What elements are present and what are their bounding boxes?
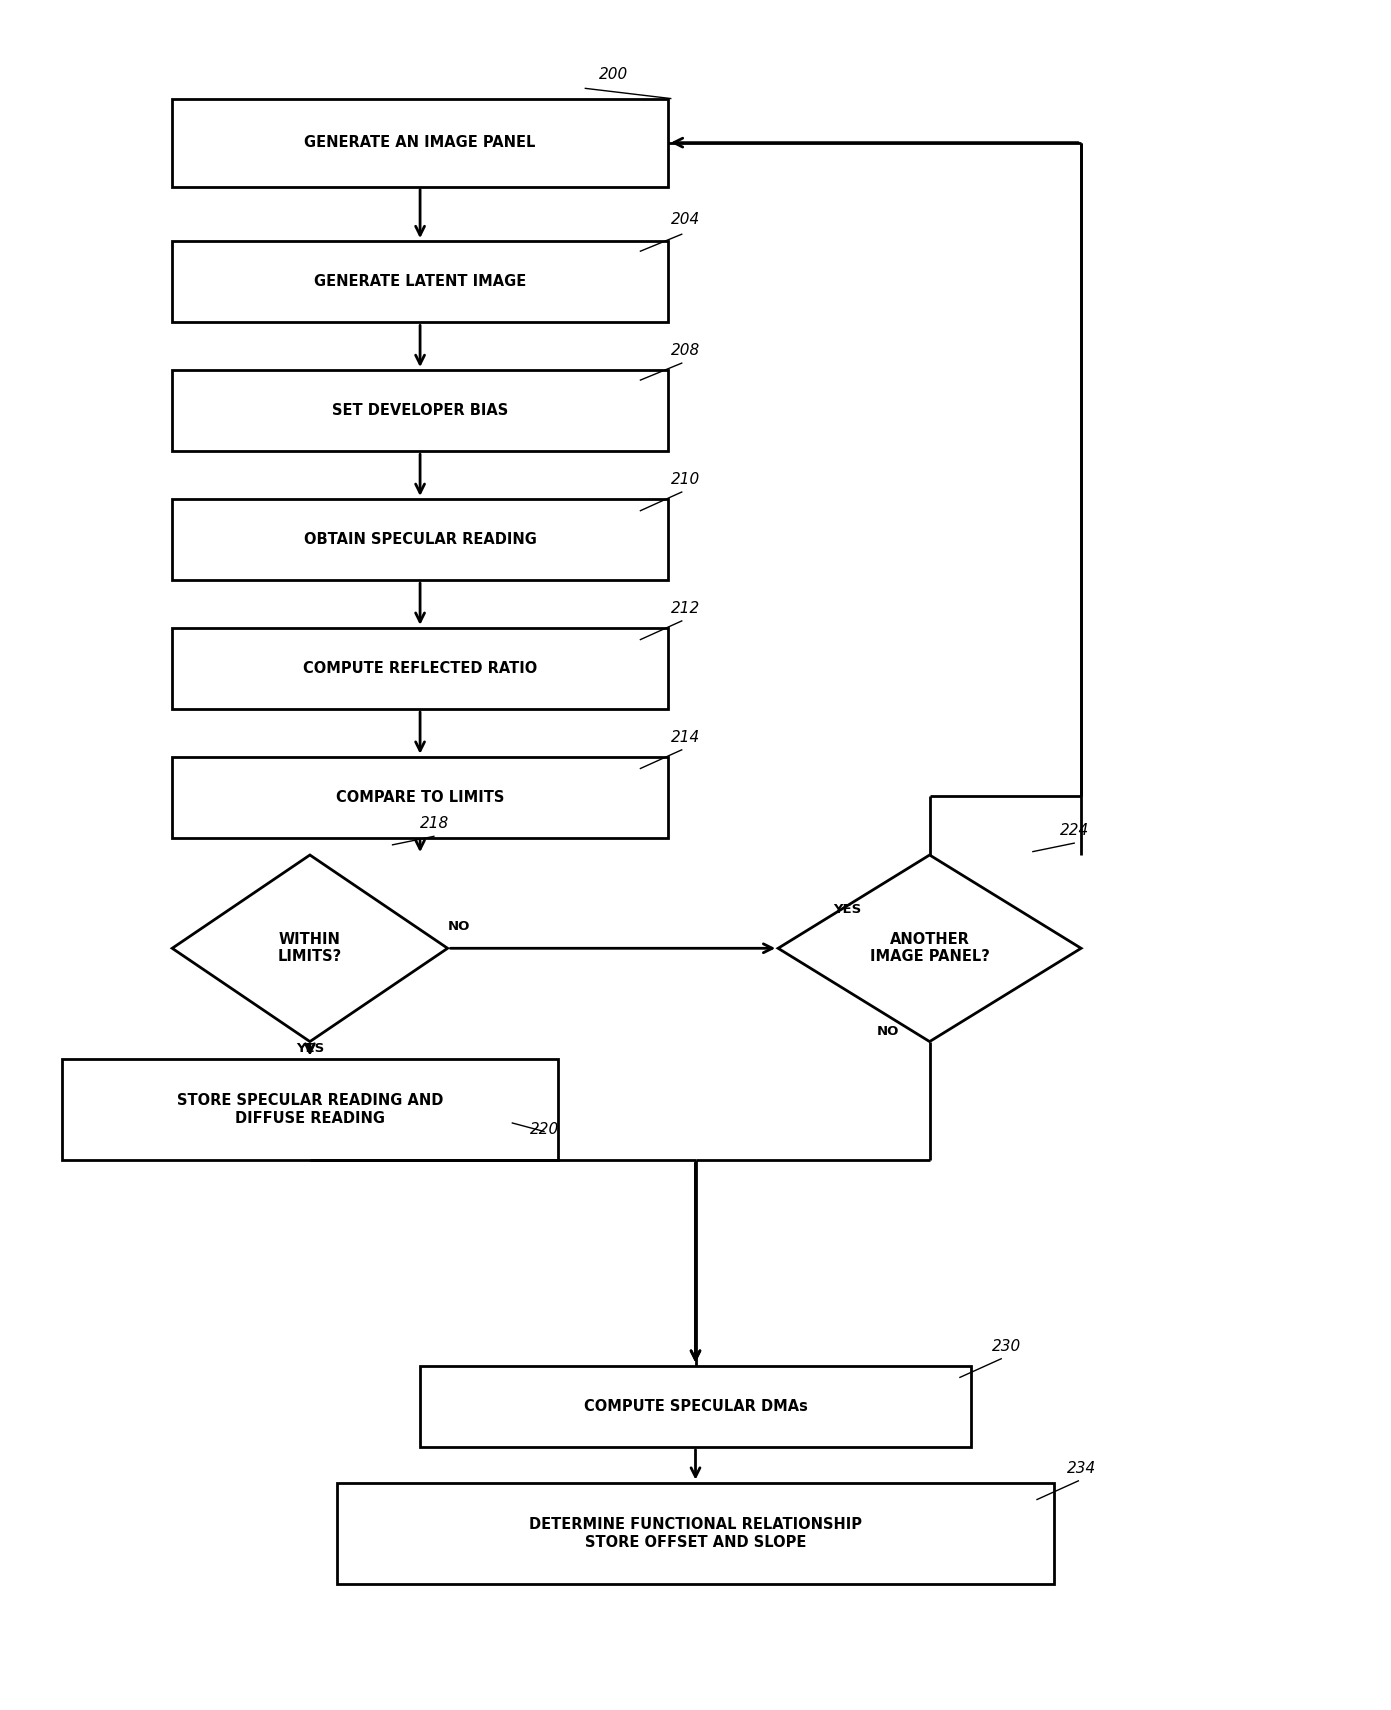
Text: 204: 204: [670, 212, 700, 227]
Text: GENERATE AN IMAGE PANEL: GENERATE AN IMAGE PANEL: [305, 135, 536, 150]
Text: 220: 220: [530, 1122, 559, 1137]
Text: COMPUTE REFLECTED RATIO: COMPUTE REFLECTED RATIO: [303, 662, 537, 675]
Text: COMPUTE SPECULAR DMAs: COMPUTE SPECULAR DMAs: [584, 1399, 807, 1414]
Text: STORE SPECULAR READING AND
DIFFUSE READING: STORE SPECULAR READING AND DIFFUSE READI…: [177, 1093, 444, 1125]
FancyBboxPatch shape: [420, 1366, 971, 1447]
FancyBboxPatch shape: [63, 1058, 558, 1161]
Text: 212: 212: [670, 600, 700, 616]
Text: YES: YES: [296, 1041, 324, 1055]
FancyBboxPatch shape: [172, 756, 668, 838]
FancyBboxPatch shape: [172, 499, 668, 580]
Polygon shape: [172, 855, 448, 1041]
Polygon shape: [778, 855, 1081, 1041]
Text: DETERMINE FUNCTIONAL RELATIONSHIP
STORE OFFSET AND SLOPE: DETERMINE FUNCTIONAL RELATIONSHIP STORE …: [529, 1517, 862, 1549]
Text: OBTAIN SPECULAR READING: OBTAIN SPECULAR READING: [303, 532, 537, 547]
Text: 230: 230: [992, 1339, 1021, 1354]
Text: 224: 224: [1060, 823, 1089, 838]
Text: 218: 218: [420, 816, 449, 831]
FancyBboxPatch shape: [172, 241, 668, 323]
Text: GENERATE LATENT IMAGE: GENERATE LATENT IMAGE: [314, 274, 526, 289]
Text: NO: NO: [878, 1024, 900, 1038]
Text: COMPARE TO LIMITS: COMPARE TO LIMITS: [335, 790, 505, 805]
FancyBboxPatch shape: [172, 628, 668, 710]
FancyBboxPatch shape: [172, 99, 668, 186]
Text: YES: YES: [833, 903, 861, 917]
Text: 234: 234: [1067, 1460, 1096, 1476]
Text: NO: NO: [448, 920, 470, 932]
Text: WITHIN
LIMITS?: WITHIN LIMITS?: [278, 932, 342, 964]
FancyBboxPatch shape: [172, 369, 668, 451]
FancyBboxPatch shape: [338, 1483, 1053, 1585]
Text: 208: 208: [670, 344, 700, 357]
Text: 210: 210: [670, 472, 700, 487]
Text: SET DEVELOPER BIAS: SET DEVELOPER BIAS: [332, 404, 508, 419]
Text: ANOTHER
IMAGE PANEL?: ANOTHER IMAGE PANEL?: [869, 932, 989, 964]
Text: 214: 214: [670, 730, 700, 746]
Text: 200: 200: [600, 67, 629, 82]
